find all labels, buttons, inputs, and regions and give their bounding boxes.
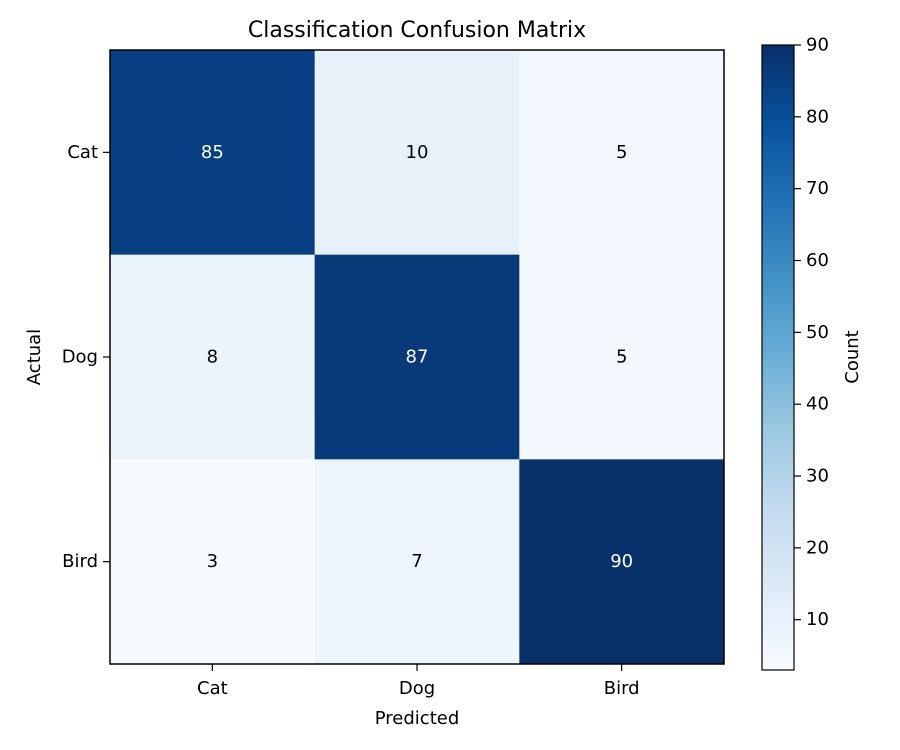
colorbar-tick-label: 80 (806, 106, 829, 127)
colorbar-tick-label: 30 (806, 466, 829, 487)
colorbar-tick-label: 20 (806, 537, 829, 558)
colorbar-tick-label: 50 (806, 322, 829, 343)
cell-value-label: 85 (201, 142, 224, 163)
colorbar (761, 44, 795, 671)
y-axis-ticks: Cat Dog Bird (62, 142, 110, 572)
heatmap-cell-dog-dog (314, 254, 520, 460)
y-tick-label: Cat (67, 142, 98, 163)
heatmap-cell-bird-bird (519, 459, 725, 665)
heatmap-cell-labels: 85 10 5 8 87 5 3 7 90 (201, 142, 633, 572)
heatmap-cell-dog-cat (110, 254, 316, 460)
chart-title: Classification Confusion Matrix (248, 18, 586, 43)
y-tick-label: Bird (62, 551, 98, 572)
heatmap-cell-bird-dog (314, 459, 520, 665)
x-tick-label: Dog (399, 678, 435, 699)
cell-value-label: 10 (406, 142, 429, 163)
cell-value-label: 90 (610, 551, 633, 572)
colorbar-ticks: 10 20 30 40 50 60 70 80 90 (794, 35, 829, 630)
colorbar-tick-label: 60 (806, 250, 829, 271)
x-axis-ticks: Cat Dog Bird (197, 664, 640, 699)
heatmap-cell-dog-bird (519, 254, 725, 460)
cell-value-label: 5 (616, 347, 627, 368)
y-axis-label: Actual (24, 329, 45, 385)
cell-value-label: 3 (207, 551, 218, 572)
x-tick-label: Cat (197, 678, 228, 699)
cell-value-label: 5 (616, 142, 627, 163)
colorbar-label: Count (842, 330, 863, 383)
colorbar-tick-label: 10 (806, 609, 829, 630)
heatmap-cell-cat-bird (519, 50, 725, 256)
colorbar-tick-label: 90 (806, 35, 829, 56)
heatmap-cells (110, 50, 725, 665)
colorbar-tick-label: 70 (806, 178, 829, 199)
cell-value-label: 7 (411, 551, 422, 572)
heatmap-cell-cat-dog (314, 50, 520, 256)
cell-value-label: 8 (207, 347, 218, 368)
colorbar-tick-label: 40 (806, 394, 829, 415)
heatmap-cell-cat-cat (110, 50, 316, 256)
x-tick-label: Bird (604, 678, 640, 699)
cell-value-label: 87 (406, 347, 429, 368)
y-tick-label: Dog (62, 347, 98, 368)
x-axis-label: Predicted (375, 708, 460, 729)
heatmap-cell-bird-cat (110, 459, 316, 665)
